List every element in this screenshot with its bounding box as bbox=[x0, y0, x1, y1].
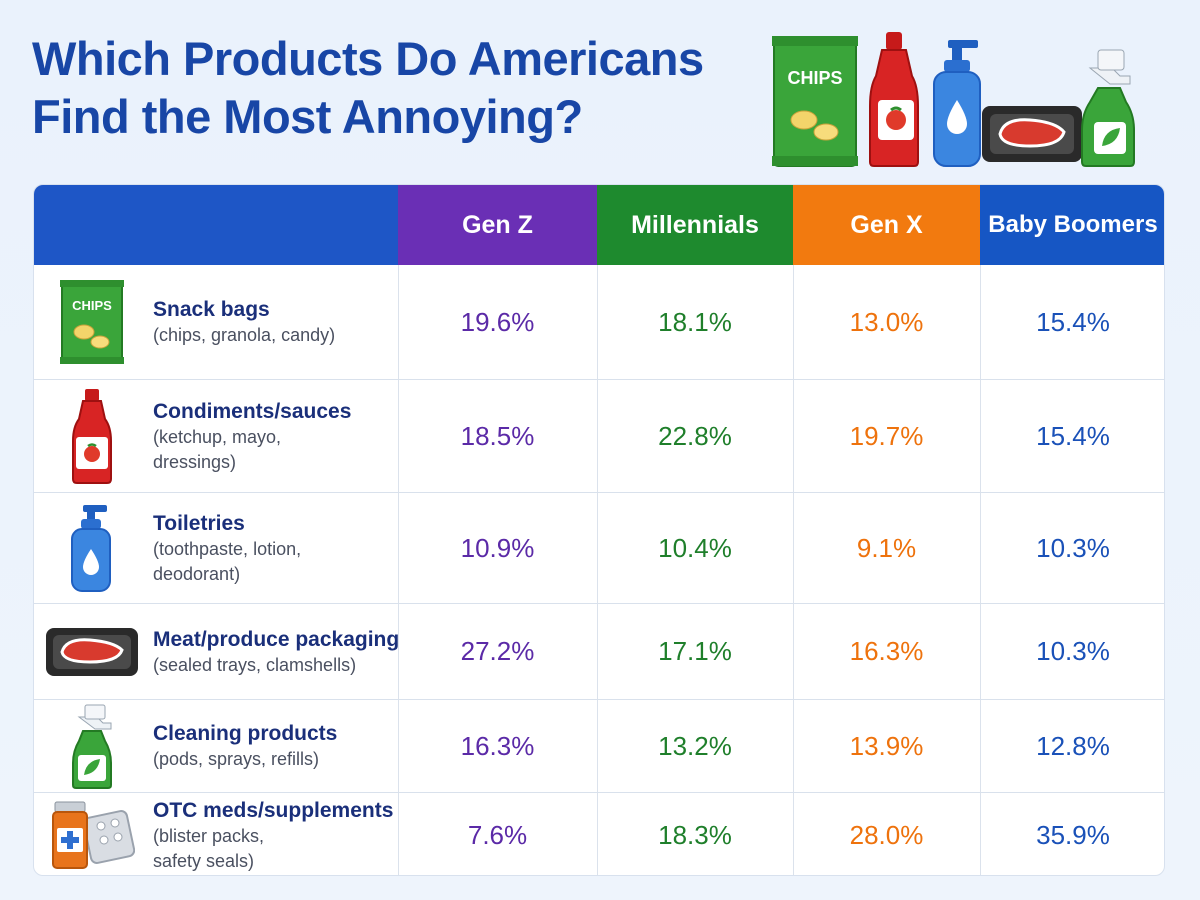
value-cell-gen-z: 27.2% bbox=[460, 636, 535, 666]
divider bbox=[980, 265, 981, 875]
row-description: (ketchup, mayo, dressings) bbox=[153, 426, 282, 472]
row-label: OTC meds/supplements bbox=[153, 798, 394, 822]
column-header-baby-boomers: Baby Boomers bbox=[980, 185, 1164, 265]
table-row-snack-bags: CHIPS Snack bags (chips, granola, candy)… bbox=[34, 265, 1164, 379]
value-cell-gen-z: 19.6% bbox=[460, 306, 535, 337]
divider bbox=[34, 792, 1164, 793]
column-header-gen-x: Gen X bbox=[793, 185, 980, 265]
pill-bottle-icon bbox=[52, 801, 135, 869]
chips-label: CHIPS bbox=[72, 298, 112, 313]
row-description: (blister packs, safety seals) bbox=[153, 825, 265, 871]
divider bbox=[34, 492, 1164, 493]
divider bbox=[34, 699, 1164, 700]
divider bbox=[34, 379, 1164, 380]
value-cell-millennials: 18.3% bbox=[658, 819, 732, 850]
spray-bottle-icon bbox=[1081, 49, 1135, 167]
row-description: (pods, sprays, refills) bbox=[153, 749, 320, 769]
comparison-table: Gen Z Millennials Gen X Baby Boomers CHI… bbox=[33, 184, 1165, 876]
divider bbox=[597, 265, 598, 875]
meat-tray-icon bbox=[46, 627, 138, 676]
column-header-gen-z: Gen Z bbox=[398, 185, 597, 265]
meat-tray-icon bbox=[982, 106, 1082, 162]
value-cell-gen-x: 28.0% bbox=[849, 819, 924, 850]
header-blank-cell bbox=[34, 185, 398, 265]
value-cell-baby-boomers: 15.4% bbox=[1036, 306, 1110, 337]
table-row-cleaning-products: Cleaning products (pods, sprays, refills… bbox=[34, 700, 1164, 792]
chips-bag-icon: CHIPS bbox=[772, 36, 858, 167]
row-label: Toiletries bbox=[153, 511, 245, 535]
value-cell-millennials: 17.1% bbox=[658, 636, 732, 666]
value-cell-gen-x: 16.3% bbox=[849, 636, 924, 666]
value-cell-millennials: 10.4% bbox=[658, 532, 732, 563]
value-cell-baby-boomers: 12.8% bbox=[1036, 730, 1110, 761]
ketchup-bottle-icon bbox=[72, 389, 112, 484]
title-line-1: Which Products Do Americans bbox=[32, 32, 704, 85]
divider bbox=[398, 265, 399, 875]
row-label: Snack bags bbox=[153, 298, 270, 321]
value-cell-millennials: 22.8% bbox=[658, 420, 732, 451]
table-row-meat-packaging: Meat/produce packaging (sealed trays, cl… bbox=[34, 604, 1164, 699]
column-header-millennials: Millennials bbox=[597, 185, 793, 265]
table-row-otc-meds: OTC meds/supplements (blister packs, saf… bbox=[34, 793, 1164, 875]
lotion-bottle-icon bbox=[933, 40, 981, 167]
value-cell-gen-z: 10.9% bbox=[460, 532, 535, 563]
page-title: Which Products Do Americans Find the Mos… bbox=[32, 30, 772, 146]
spray-bottle-icon bbox=[72, 704, 112, 789]
chips-bag-icon: CHIPS bbox=[60, 280, 124, 364]
value-cell-baby-boomers: 35.9% bbox=[1036, 819, 1110, 850]
title-line-2: Find the Most Annoying? bbox=[32, 90, 583, 143]
value-cell-gen-x: 19.7% bbox=[849, 420, 924, 451]
row-description: (chips, granola, candy) bbox=[153, 325, 336, 345]
value-cell-gen-z: 7.6% bbox=[467, 819, 528, 850]
divider bbox=[34, 603, 1164, 604]
row-label: Condiments/sauces bbox=[153, 399, 352, 423]
value-cell-gen-x: 13.9% bbox=[849, 730, 924, 761]
chips-label: CHIPS bbox=[787, 68, 842, 88]
divider bbox=[793, 265, 794, 875]
value-cell-millennials: 18.1% bbox=[658, 306, 732, 337]
ketchup-bottle-icon bbox=[869, 32, 919, 167]
value-cell-baby-boomers: 15.4% bbox=[1036, 420, 1110, 451]
lotion-bottle-icon bbox=[71, 505, 111, 592]
row-label: Meat/produce packaging bbox=[153, 627, 400, 651]
value-cell-gen-x: 13.0% bbox=[849, 306, 924, 337]
value-cell-gen-z: 18.5% bbox=[460, 420, 535, 451]
value-cell-gen-z: 16.3% bbox=[460, 730, 535, 761]
value-cell-baby-boomers: 10.3% bbox=[1036, 636, 1110, 666]
value-cell-gen-x: 9.1% bbox=[856, 532, 917, 563]
value-cell-baby-boomers: 10.3% bbox=[1036, 532, 1110, 563]
row-description: (toothpaste, lotion, deodorant) bbox=[153, 538, 302, 584]
row-label: Cleaning products bbox=[153, 722, 338, 745]
row-description: (sealed trays, clamshells) bbox=[153, 654, 357, 675]
value-cell-millennials: 13.2% bbox=[658, 730, 732, 761]
table-row-condiments: Condiments/sauces (ketchup, mayo, dressi… bbox=[34, 380, 1164, 492]
table-row-toiletries: Toiletries (toothpaste, lotion, deodoran… bbox=[34, 493, 1164, 603]
hero-products-illustration: CHIPS bbox=[772, 32, 1135, 167]
